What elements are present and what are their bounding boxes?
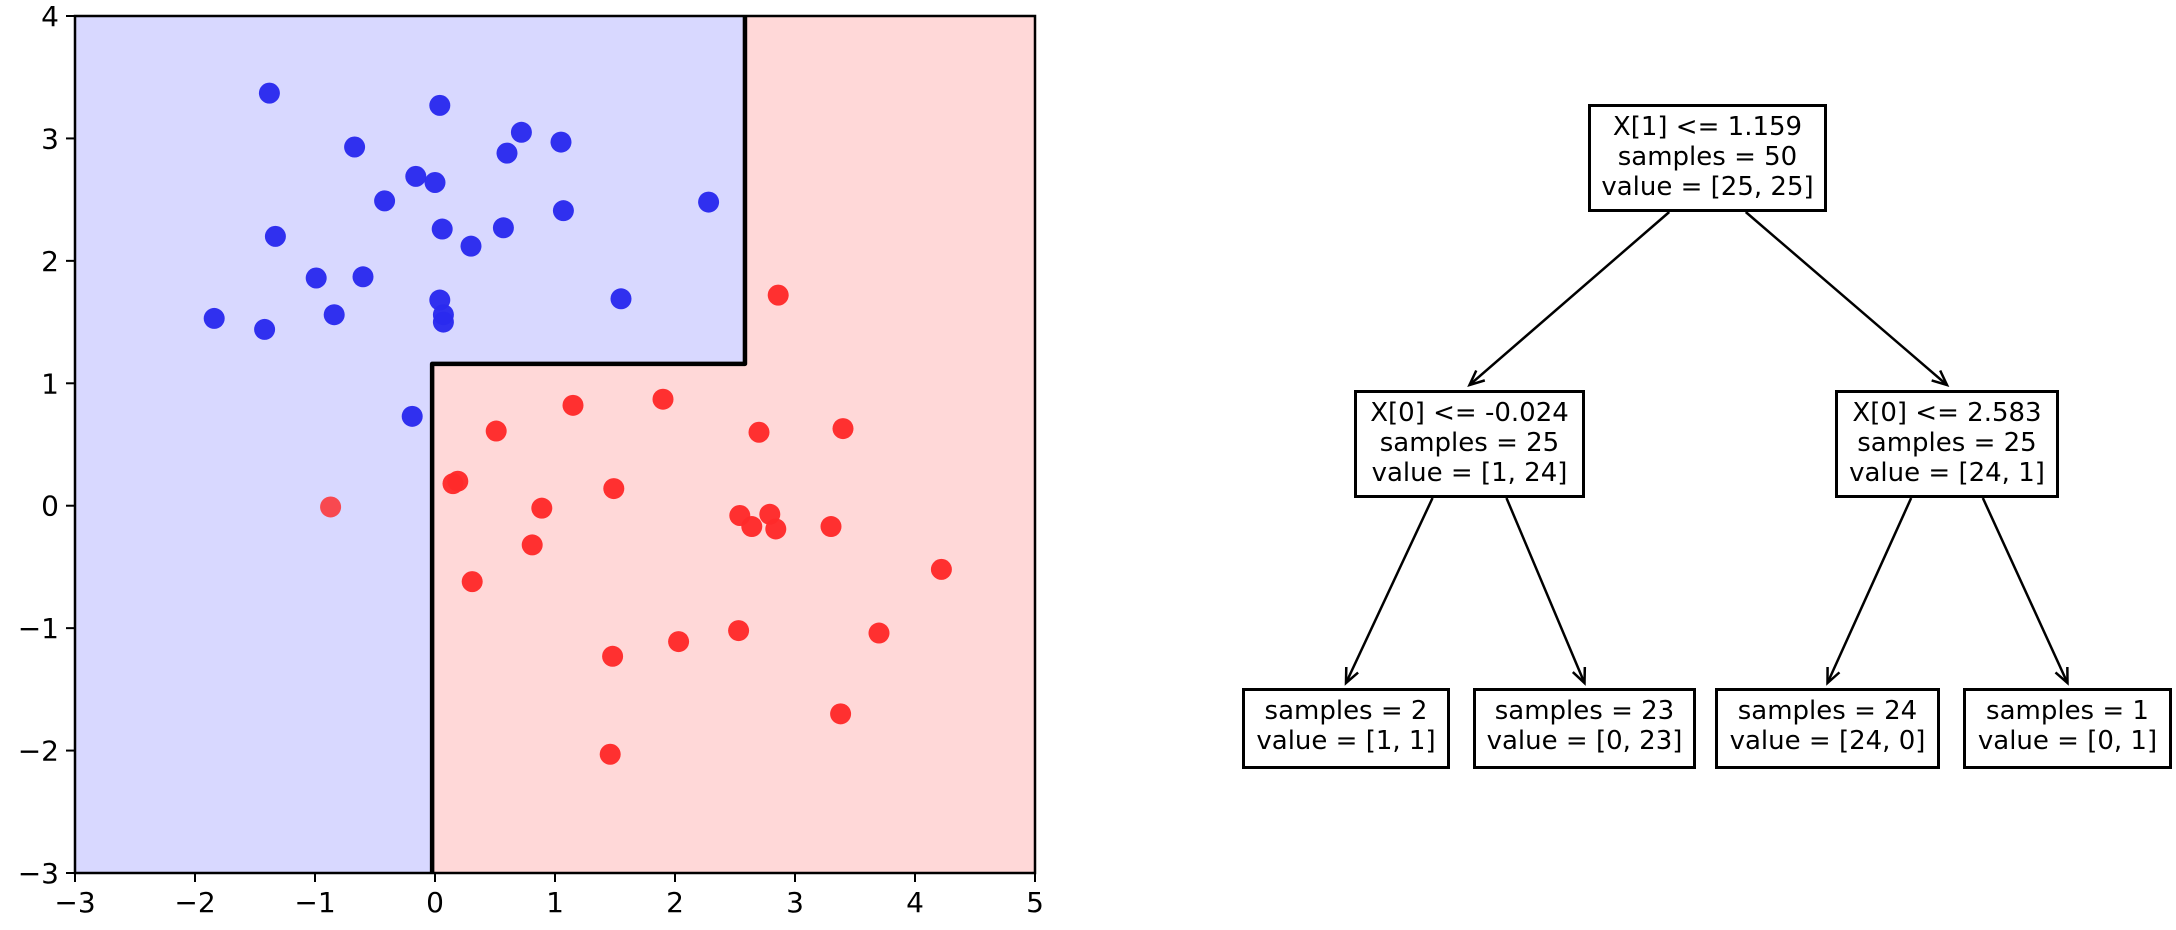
point-class-1-3 [832, 418, 854, 440]
point-class-1-12 [741, 516, 763, 538]
node-root-line-1: X[1] <= 1.159 [1612, 112, 1803, 142]
node-root-line-3: value = [25, 25] [1601, 172, 1814, 202]
point-class-0-12 [492, 217, 514, 239]
node-rl-line-2: value = [24, 0] [1729, 726, 1926, 756]
point-class-1-5 [748, 421, 770, 443]
x-tick-label: −2 [174, 886, 215, 919]
x-tick-label: 2 [666, 886, 684, 919]
point-class-1-24 [320, 496, 342, 518]
point-class-0-22 [432, 311, 454, 333]
point-class-0-7 [424, 172, 446, 194]
point-class-0-19 [323, 304, 345, 326]
point-class-1-9 [531, 497, 553, 519]
point-class-1-1 [652, 388, 674, 410]
point-class-0-16 [352, 266, 374, 288]
tree-node-right-left: samples = 24 value = [24, 0] [1715, 688, 1940, 769]
point-class-0-1 [429, 94, 451, 116]
node-left-line-3: value = [1, 24] [1371, 458, 1568, 488]
axis-ticks: −3 −2 −1 0 1 2 3 4 5 −3 −2 −1 0 1 2 3 4 [18, 0, 1044, 919]
point-class-1-17 [461, 571, 483, 593]
node-left-line-2: samples = 25 [1379, 428, 1560, 458]
node-right-line-3: value = [24, 1] [1849, 458, 2045, 488]
point-class-0-5 [496, 142, 518, 164]
scatter-plot: −3 −2 −1 0 1 2 3 4 5 −3 −2 −1 0 1 2 3 4 [18, 0, 1044, 919]
point-class-0-8 [374, 190, 396, 212]
y-tick-label: 3 [41, 122, 59, 155]
node-lr-line-2: value = [0, 23] [1486, 726, 1683, 756]
tree-node-left-right: samples = 23 value = [0, 23] [1473, 688, 1696, 769]
point-class-1-4 [485, 420, 507, 442]
point-class-0-4 [344, 136, 366, 158]
x-tick-label: 5 [1026, 886, 1044, 919]
node-right-line-2: samples = 25 [1857, 428, 2037, 458]
y-tick-label: 1 [41, 367, 59, 400]
point-class-0-3 [550, 131, 572, 153]
point-class-0-10 [552, 200, 574, 222]
node-root-line-2: samples = 50 [1617, 142, 1798, 172]
x-tick-label: 1 [546, 886, 564, 919]
x-tick-label: −1 [294, 886, 335, 919]
y-tick-label: −1 [18, 612, 59, 645]
point-class-1-13 [765, 518, 787, 540]
tree-node-left: X[0] <= -0.024 samples = 25 value = [1, … [1354, 390, 1585, 498]
point-class-1-22 [830, 703, 852, 725]
y-tick-label: 2 [41, 245, 59, 278]
point-class-0-21 [203, 307, 225, 329]
node-right-line-1: X[0] <= 2.583 [1852, 398, 2042, 428]
node-left-line-1: X[0] <= -0.024 [1370, 398, 1569, 428]
point-class-0-9 [698, 191, 720, 213]
y-tick-label: −2 [18, 735, 59, 768]
point-class-1-19 [868, 622, 890, 644]
decision-regions [75, 16, 1035, 873]
data-points [203, 82, 952, 765]
point-class-0-11 [431, 218, 453, 240]
point-class-1-16 [930, 558, 952, 580]
x-tick-label: 3 [786, 886, 804, 919]
tree-edge-left-ll [1344, 497, 1434, 686]
node-rr-line-2: value = [0, 1] [1977, 726, 2158, 756]
tree-node-right: X[0] <= 2.583 samples = 25 value = [24, … [1835, 390, 2059, 498]
point-class-1-20 [668, 631, 690, 653]
y-tick-label: 0 [41, 490, 59, 523]
node-rl-line-1: samples = 24 [1737, 696, 1918, 726]
point-class-0-15 [305, 267, 327, 289]
point-class-1-18 [728, 620, 750, 642]
x-tick-label: 4 [906, 886, 924, 919]
x-tick-label: 0 [426, 886, 444, 919]
tree-edge-left-lr [1505, 497, 1587, 686]
x-tick-label: −3 [54, 886, 95, 919]
point-class-1-0 [767, 284, 789, 306]
tree-node-left-left: samples = 2 value = [1, 1] [1242, 688, 1450, 769]
point-class-0-0 [258, 82, 280, 104]
tree-edge-right-rr [1981, 497, 2069, 686]
point-class-1-15 [521, 534, 543, 556]
point-class-1-8 [603, 478, 625, 500]
y-tick-label: 4 [41, 0, 59, 33]
point-class-1-2 [562, 394, 584, 416]
tree-edge-root-left [1467, 211, 1671, 388]
decision-boundary [429, 16, 748, 873]
point-class-1-23 [599, 743, 621, 765]
node-ll-line-1: samples = 2 [1264, 696, 1428, 726]
point-class-0-6 [405, 165, 427, 187]
node-lr-line-1: samples = 23 [1494, 696, 1675, 726]
point-class-0-17 [610, 288, 632, 310]
point-class-0-14 [460, 235, 482, 257]
tree-edge-right-rl [1826, 497, 1913, 686]
node-rr-line-1: samples = 1 [1986, 696, 2149, 726]
point-class-0-13 [264, 225, 286, 247]
y-tick-label: −3 [18, 857, 59, 890]
node-ll-line-2: value = [1, 1] [1256, 726, 1436, 756]
point-class-0-24 [401, 405, 423, 427]
tree-node-root: X[1] <= 1.159 samples = 50 value = [25, … [1588, 104, 1827, 212]
region-class-0 [75, 16, 745, 873]
point-class-1-14 [820, 516, 842, 538]
point-class-1-7 [442, 473, 464, 495]
point-class-0-23 [254, 318, 276, 340]
point-class-1-21 [602, 645, 624, 667]
tree-edge-root-right [1744, 211, 1950, 387]
tree-node-right-right: samples = 1 value = [0, 1] [1963, 688, 2172, 769]
point-class-0-2 [510, 121, 532, 143]
